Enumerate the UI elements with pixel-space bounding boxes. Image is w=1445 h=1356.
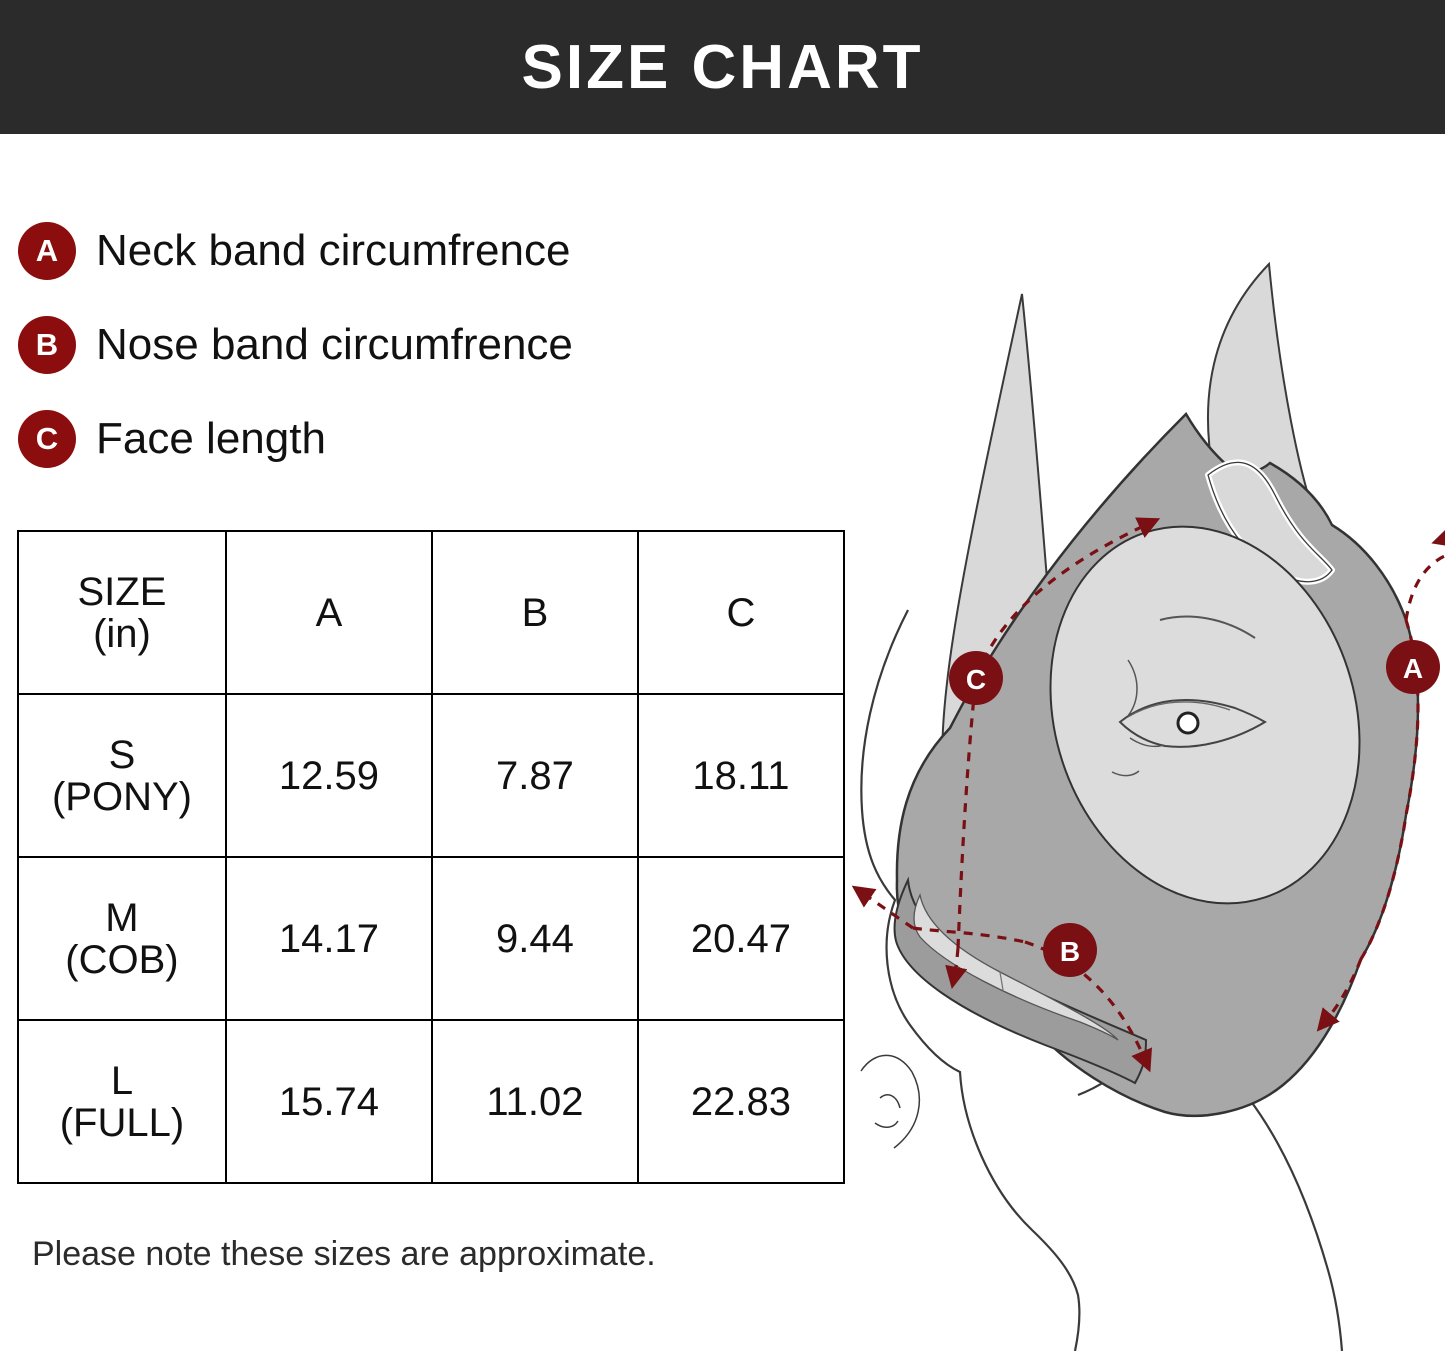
svg-text:A: A [1403,653,1423,684]
svg-text:B: B [1060,936,1080,967]
svg-text:C: C [966,664,986,695]
